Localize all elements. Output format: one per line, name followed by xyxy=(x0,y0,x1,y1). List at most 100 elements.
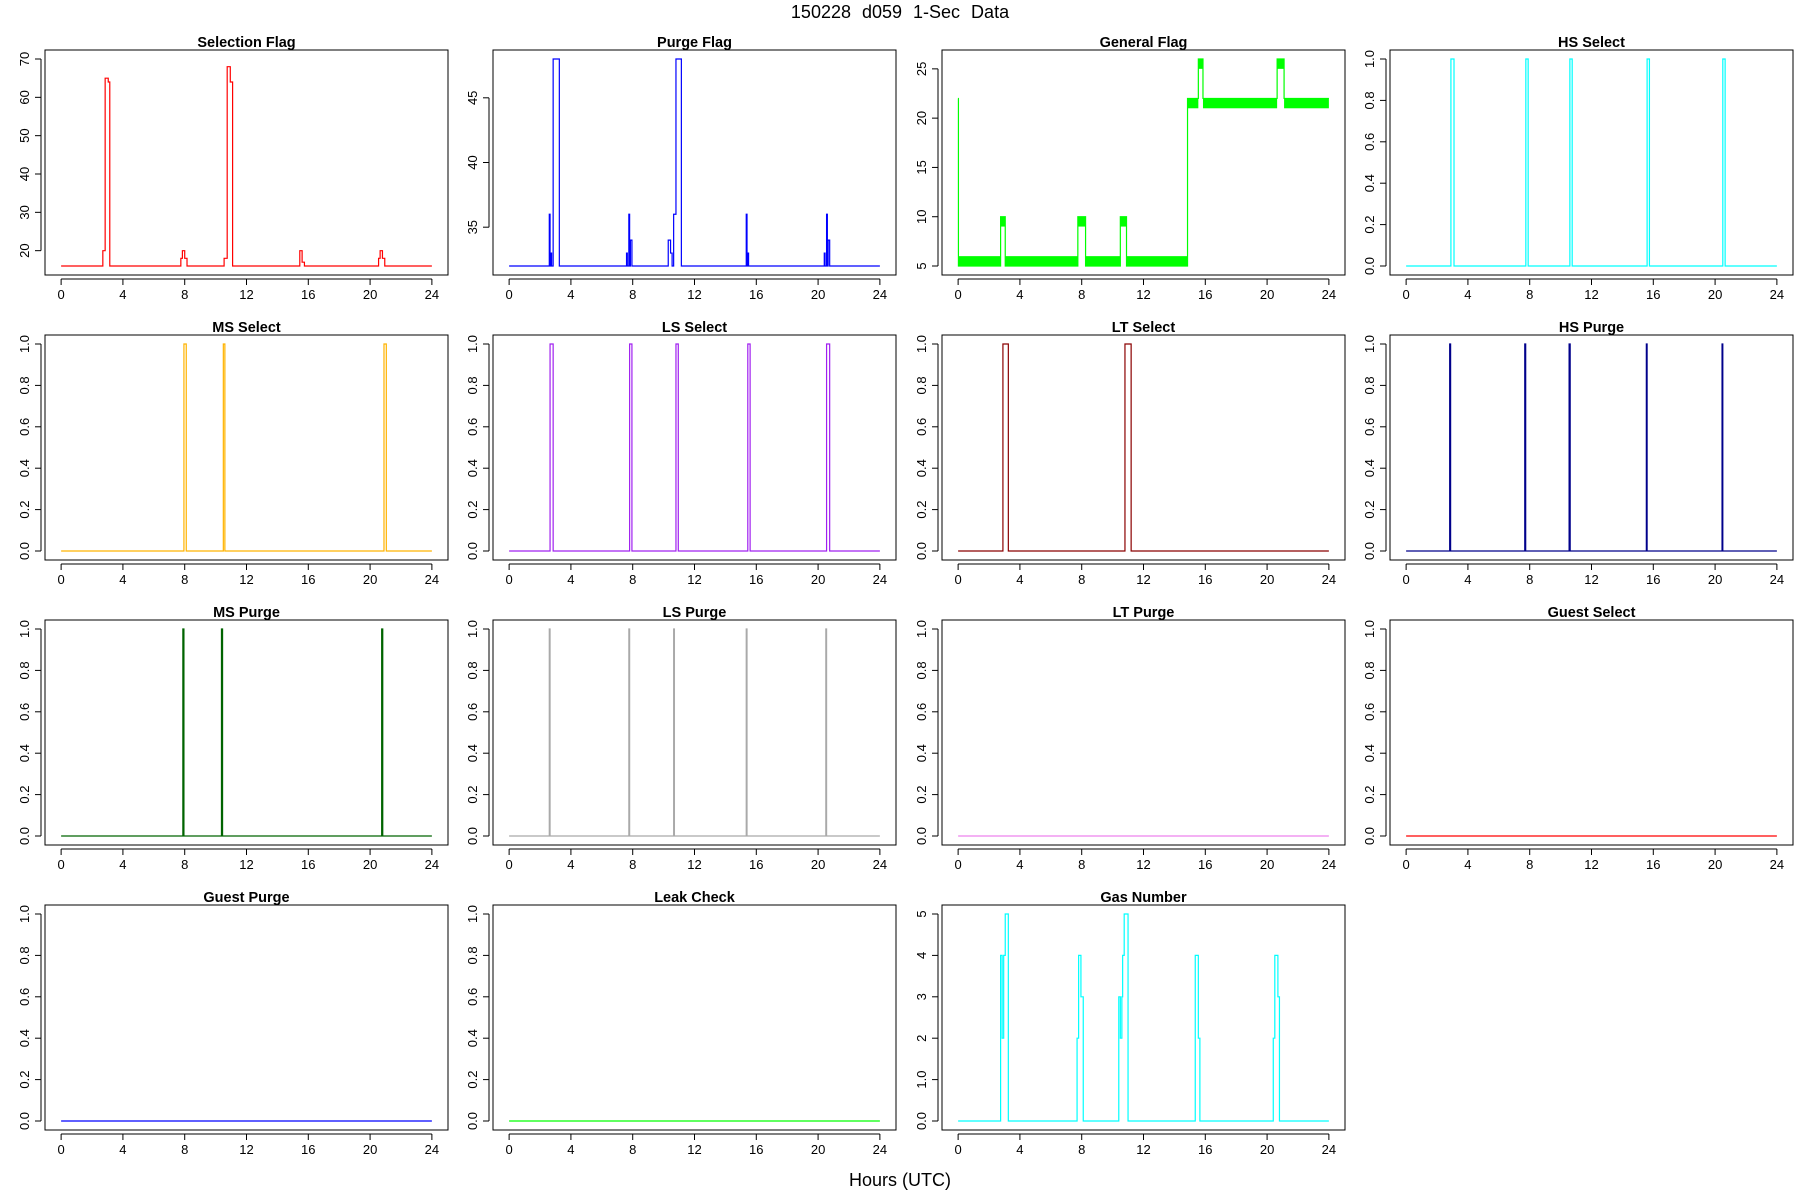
x-tick-label: 0 xyxy=(58,572,65,587)
x-tick-label: 16 xyxy=(1198,857,1212,872)
x-tick-label: 20 xyxy=(1708,287,1722,302)
y-tick-label: 40 xyxy=(465,155,480,169)
x-tick-label: 4 xyxy=(1464,857,1471,872)
x-tick-label: 8 xyxy=(1078,287,1085,302)
y-tick-label: 0.0 xyxy=(17,542,32,560)
x-tick-label: 8 xyxy=(181,287,188,302)
y-tick-label: 1.0 xyxy=(465,620,480,638)
x-tick-label: 16 xyxy=(1646,572,1660,587)
x-axis-title: Hours (UTC) xyxy=(849,1170,951,1190)
y-tick-label: 2 xyxy=(914,1035,929,1042)
plot-title: LS Select xyxy=(662,320,727,336)
x-tick-label: 12 xyxy=(239,572,253,587)
x-tick-label: 24 xyxy=(1770,287,1784,302)
y-tick-label: 0.4 xyxy=(17,459,32,477)
x-tick-label: 24 xyxy=(425,572,439,587)
series-line xyxy=(509,58,880,267)
plot-frame xyxy=(941,49,1346,276)
y-tick-label: 0.8 xyxy=(1362,376,1377,394)
y-tick-label: 1.0 xyxy=(914,335,929,353)
y-tick-label: 0.8 xyxy=(17,376,32,394)
x-tick-label: 12 xyxy=(687,1142,701,1157)
y-tick-label: 3 xyxy=(914,993,929,1000)
panel-ms-purge: MS Purge 0 4 8 12 16 20 24 0.0 0.2 0.4 0.6 0.8 1.0 xyxy=(17,605,449,872)
x-tick-label: 4 xyxy=(1016,857,1023,872)
flicker-band xyxy=(1085,256,1121,266)
y-tick-label: 0.0 xyxy=(465,542,480,560)
y-tick-label: 4 xyxy=(914,952,929,959)
y-tick-label: 1.0 xyxy=(465,905,480,923)
series-line xyxy=(957,58,1329,267)
y-tick-label: 0.2 xyxy=(914,786,929,804)
y-tick-label: 70 xyxy=(17,52,32,66)
x-tick-label: 24 xyxy=(873,857,887,872)
plot-title: HS Select xyxy=(1558,35,1625,51)
x-tick-label: 20 xyxy=(811,572,825,587)
plot-frame xyxy=(941,619,1346,846)
x-tick-label: 16 xyxy=(301,572,315,587)
y-tick-label: 35 xyxy=(465,220,480,234)
x-tick-label: 12 xyxy=(687,287,701,302)
x-tick-label: 0 xyxy=(58,1142,65,1157)
plot-title: LT Select xyxy=(1112,320,1176,336)
plot-frame xyxy=(941,904,1346,1131)
x-tick-label: 8 xyxy=(181,857,188,872)
plot-frame xyxy=(1389,619,1794,846)
x-tick-label: 0 xyxy=(955,287,962,302)
x-tick-label: 20 xyxy=(811,857,825,872)
y-tick-label: 0.6 xyxy=(914,703,929,721)
x-tick-label: 8 xyxy=(1526,857,1533,872)
y-tick-label: 5 xyxy=(914,910,929,917)
y-tick-label: 1.0 xyxy=(17,335,32,353)
x-tick-label: 8 xyxy=(181,572,188,587)
y-tick-label: 0.6 xyxy=(17,418,32,436)
y-tick-label: 0.4 xyxy=(1362,744,1377,762)
x-tick-label: 20 xyxy=(811,287,825,302)
x-tick-label: 12 xyxy=(687,572,701,587)
y-tick-label: 1.0 xyxy=(914,620,929,638)
x-tick-label: 4 xyxy=(1464,287,1471,302)
flicker-band xyxy=(1198,59,1203,69)
x-tick-label: 12 xyxy=(1136,287,1150,302)
x-tick-label: 0 xyxy=(1403,857,1410,872)
x-tick-label: 16 xyxy=(301,857,315,872)
y-tick-label: 0.4 xyxy=(465,744,480,762)
y-tick-label: 0.8 xyxy=(465,661,480,679)
y-tick-label: 1.0 xyxy=(17,905,32,923)
y-tick-label: 0.2 xyxy=(1362,501,1377,519)
x-tick-label: 4 xyxy=(567,572,574,587)
y-tick-label: 0.8 xyxy=(914,376,929,394)
x-tick-label: 12 xyxy=(1136,1142,1150,1157)
plot-title: General Flag xyxy=(1100,35,1188,51)
panel-hs-select: HS Select 0 4 8 12 16 20 24 0.0 0.2 0.4 0.6 0.8 1.0 xyxy=(1362,35,1794,302)
x-tick-label: 0 xyxy=(506,857,513,872)
plot-title: Purge Flag xyxy=(657,35,732,51)
y-tick-label: 5 xyxy=(914,262,929,269)
y-tick-label: 10 xyxy=(914,209,929,223)
y-tick-label: 0.8 xyxy=(465,946,480,964)
x-tick-label: 4 xyxy=(119,1142,126,1157)
panel-guest-select: Guest Select 0 4 8 12 16 20 24 0.0 0.2 0.4 0.6 0.8 1.… xyxy=(1362,605,1794,872)
x-tick-label: 4 xyxy=(119,857,126,872)
plot-title: Guest Purge xyxy=(203,890,289,906)
y-tick-label: 0.0 xyxy=(914,1112,929,1130)
x-tick-label: 20 xyxy=(1260,857,1274,872)
flicker-band xyxy=(1277,59,1285,69)
panel-selection-flag: Selection Flag 0 4 8 12 16 20 24 20 30 40 50 60 70 xyxy=(17,35,449,302)
x-tick-label: 8 xyxy=(1078,1142,1085,1157)
x-tick-label: 0 xyxy=(955,1142,962,1157)
x-tick-label: 8 xyxy=(1078,857,1085,872)
x-tick-label: 24 xyxy=(873,287,887,302)
x-tick-label: 20 xyxy=(811,1142,825,1157)
x-tick-label: 8 xyxy=(1526,287,1533,302)
y-tick-label: 0.6 xyxy=(17,703,32,721)
y-tick-label: 0.4 xyxy=(17,1029,32,1047)
y-tick-label: 0.0 xyxy=(17,1112,32,1130)
y-tick-label: 0.2 xyxy=(914,501,929,519)
y-tick-label: 0.0 xyxy=(1362,257,1377,275)
y-tick-label: 0.6 xyxy=(465,703,480,721)
y-tick-label: 15 xyxy=(914,160,929,174)
y-tick-label: 0.6 xyxy=(1362,703,1377,721)
y-tick-label: 0.2 xyxy=(17,501,32,519)
